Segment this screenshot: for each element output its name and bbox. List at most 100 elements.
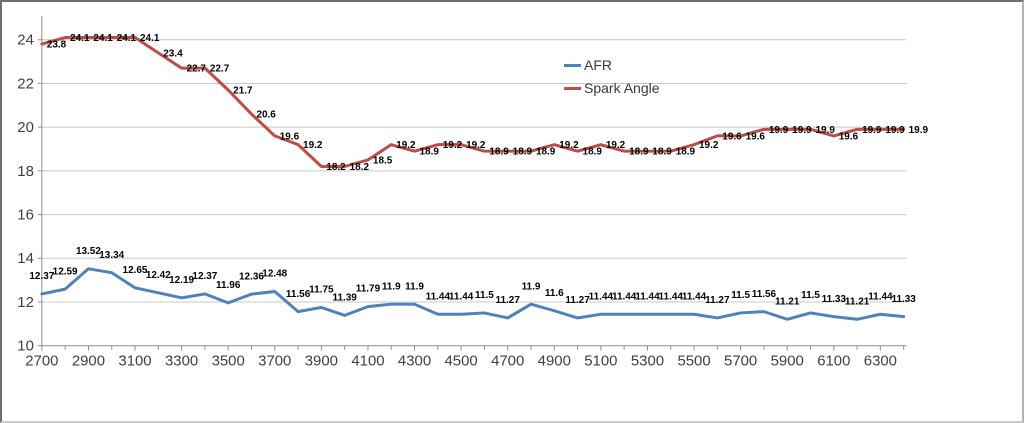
data-label: 19.2 <box>559 140 579 151</box>
x-tick-label: 5900 <box>771 354 804 370</box>
data-label: 11.9 <box>382 281 401 292</box>
data-label: 18.9 <box>536 147 556 158</box>
data-label: 19.9 <box>909 125 929 136</box>
data-label: 18.9 <box>513 147 533 158</box>
data-label: 19.2 <box>443 140 463 151</box>
data-label: 18.9 <box>652 147 672 158</box>
y-tick-label: 22 <box>17 76 34 92</box>
data-label: 11.44 <box>635 291 660 302</box>
data-label: 19.9 <box>769 125 789 136</box>
data-label: 12.65 <box>123 265 148 276</box>
data-label: 19.9 <box>862 125 882 136</box>
x-tick-label: 4500 <box>445 354 478 370</box>
data-label: 12.42 <box>146 270 171 281</box>
data-label: 11.39 <box>332 293 357 304</box>
y-tick-label: 14 <box>17 251 34 267</box>
data-label: 11.5 <box>801 290 820 301</box>
data-label: 12.37 <box>29 271 54 282</box>
data-label: 11.79 <box>356 284 381 295</box>
data-label: 18.2 <box>350 162 370 173</box>
data-label: 18.5 <box>373 155 393 166</box>
data-label: 12.19 <box>169 275 194 286</box>
x-tick-label: 3900 <box>305 354 338 370</box>
data-label: 22.7 <box>210 64 230 75</box>
data-label: 11.33 <box>891 294 916 305</box>
x-tick-label: 3300 <box>165 354 198 370</box>
afr-line <box>40 267 906 321</box>
y-tick-label: 12 <box>17 295 34 311</box>
data-label: 12.48 <box>262 269 287 280</box>
data-label: 18.9 <box>489 147 509 158</box>
data-label: 12.59 <box>53 266 78 277</box>
data-label: 11.5 <box>731 290 750 301</box>
x-tick-label: 5500 <box>677 354 710 370</box>
x-tick-label: 3100 <box>118 354 151 370</box>
data-label: 11.56 <box>752 289 777 300</box>
data-label: 23.4 <box>163 48 183 59</box>
data-label: 11.75 <box>309 285 334 296</box>
data-label: 24.1 <box>140 33 160 44</box>
x-tick-label: 4300 <box>398 354 431 370</box>
data-label: 11.21 <box>845 296 870 307</box>
data-label: 11.6 <box>545 288 564 299</box>
data-label: 11.56 <box>286 289 311 300</box>
spark-angle-line-swatch <box>564 86 581 90</box>
x-tick-label: 5700 <box>724 354 757 370</box>
data-label: 23.8 <box>47 40 67 51</box>
data-label: 20.6 <box>256 110 276 121</box>
data-label: 24.1 <box>117 33 137 44</box>
data-label: 19.6 <box>839 131 859 142</box>
data-label: 18.9 <box>629 147 649 158</box>
data-label: 11.21 <box>775 296 800 307</box>
x-tick-label: 3700 <box>258 354 291 370</box>
afr-line-swatch <box>564 63 581 67</box>
y-tick-label: 10 <box>17 339 34 355</box>
data-label: 11.5 <box>475 290 494 301</box>
x-tick-label: 6300 <box>864 354 897 370</box>
data-label: 24.1 <box>93 33 113 44</box>
legend-label-afr: AFR <box>584 57 612 73</box>
data-label: 18.9 <box>676 147 696 158</box>
data-label: 11.33 <box>822 294 847 305</box>
data-label: 19.2 <box>606 140 626 151</box>
data-label: 21.7 <box>233 85 253 96</box>
data-label: 18.9 <box>583 147 603 158</box>
data-label: 11.44 <box>868 291 893 302</box>
data-label: 19.2 <box>466 140 486 151</box>
data-label: 19.2 <box>396 140 416 151</box>
x-tick-label: 4900 <box>538 354 571 370</box>
data-label: 19.9 <box>885 125 905 136</box>
data-label: 11.44 <box>612 291 637 302</box>
data-label: 18.9 <box>420 147 440 158</box>
data-label: 11.44 <box>426 291 451 302</box>
x-tick-label: 5100 <box>584 354 617 370</box>
data-label: 11.96 <box>216 280 241 291</box>
data-label: 19.2 <box>303 140 323 151</box>
x-tick-label: 6100 <box>817 354 850 370</box>
x-tick-label: 2900 <box>72 354 105 370</box>
data-label: 19.6 <box>746 131 766 142</box>
y-tick-label: 16 <box>17 208 34 224</box>
data-label: 22.7 <box>187 64 207 75</box>
legend-item-afr[interactable]: AFR <box>564 57 660 73</box>
x-tick-label: 2700 <box>25 354 58 370</box>
x-tick-label: 3500 <box>212 354 245 370</box>
data-label: 11.44 <box>589 291 614 302</box>
data-label: 11.9 <box>405 281 424 292</box>
y-tick-label: 20 <box>17 120 34 136</box>
data-label: 11.44 <box>449 291 474 302</box>
legend-item-spark-angle[interactable]: Spark Angle <box>564 80 660 96</box>
data-label: 19.6 <box>722 131 742 142</box>
data-label: 11.27 <box>496 295 521 306</box>
data-label: 11.9 <box>522 281 541 292</box>
data-label: 19.9 <box>792 125 812 136</box>
x-tick-label: 4100 <box>351 354 384 370</box>
data-label: 11.27 <box>705 295 730 306</box>
data-label: 11.44 <box>659 291 684 302</box>
data-label: 12.36 <box>239 271 264 282</box>
data-label: 12.37 <box>192 271 217 282</box>
data-label: 19.2 <box>699 140 719 151</box>
spark-angle-line <box>40 36 906 168</box>
